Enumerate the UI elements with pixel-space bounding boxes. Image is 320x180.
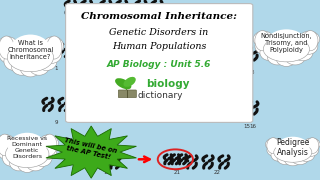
Ellipse shape <box>303 138 320 151</box>
Ellipse shape <box>292 152 308 165</box>
FancyBboxPatch shape <box>66 4 253 122</box>
Circle shape <box>114 161 116 163</box>
Circle shape <box>223 161 225 163</box>
Circle shape <box>191 161 193 163</box>
Circle shape <box>182 159 184 160</box>
Ellipse shape <box>271 149 288 161</box>
Ellipse shape <box>303 31 318 51</box>
Text: Pedigree
Analysis: Pedigree Analysis <box>276 138 309 157</box>
Ellipse shape <box>7 43 53 72</box>
Ellipse shape <box>18 155 37 172</box>
Ellipse shape <box>9 154 29 171</box>
Ellipse shape <box>11 57 32 75</box>
Text: 15: 15 <box>243 123 250 129</box>
Text: What is
Chromosomal
Inheritance?: What is Chromosomal Inheritance? <box>7 40 53 60</box>
Ellipse shape <box>297 39 318 55</box>
Circle shape <box>120 6 123 8</box>
Ellipse shape <box>285 49 306 65</box>
Polygon shape <box>46 126 136 178</box>
Text: AP Biology : Unit 5.6: AP Biology : Unit 5.6 <box>107 60 211 69</box>
Circle shape <box>85 6 88 8</box>
Circle shape <box>140 6 142 8</box>
Text: Recessive vs
Dominant
Genetic
Disorders: Recessive vs Dominant Genetic Disorders <box>7 136 47 159</box>
Ellipse shape <box>0 36 14 59</box>
Ellipse shape <box>39 135 59 152</box>
Ellipse shape <box>274 142 312 162</box>
Ellipse shape <box>0 135 15 152</box>
Ellipse shape <box>266 29 307 57</box>
Ellipse shape <box>302 144 319 157</box>
Text: dictionary: dictionary <box>138 91 183 100</box>
Ellipse shape <box>267 138 279 154</box>
Text: 8: 8 <box>251 69 254 75</box>
Ellipse shape <box>36 52 57 71</box>
Ellipse shape <box>255 39 276 55</box>
Ellipse shape <box>255 31 270 51</box>
Ellipse shape <box>43 134 57 156</box>
Circle shape <box>63 50 65 51</box>
Ellipse shape <box>37 143 57 160</box>
Text: 9: 9 <box>54 120 58 125</box>
Circle shape <box>167 159 169 160</box>
Ellipse shape <box>266 138 283 151</box>
Circle shape <box>69 6 72 8</box>
Ellipse shape <box>2 149 22 166</box>
Circle shape <box>63 104 65 105</box>
Text: 22: 22 <box>214 170 221 175</box>
Ellipse shape <box>299 31 320 47</box>
Ellipse shape <box>43 37 64 55</box>
Ellipse shape <box>124 77 136 87</box>
FancyBboxPatch shape <box>118 90 136 98</box>
Text: This will be on
the AP Test!: This will be on the AP Test! <box>62 138 117 161</box>
Ellipse shape <box>292 45 313 61</box>
Ellipse shape <box>5 141 49 168</box>
Ellipse shape <box>306 138 319 154</box>
Text: Chromosomal Inheritance:: Chromosomal Inheritance: <box>81 12 237 21</box>
Ellipse shape <box>267 49 288 65</box>
Circle shape <box>156 6 158 8</box>
Ellipse shape <box>41 45 62 63</box>
Circle shape <box>252 53 254 55</box>
Circle shape <box>207 161 209 163</box>
Ellipse shape <box>0 37 18 55</box>
Text: 16: 16 <box>249 123 256 129</box>
Ellipse shape <box>115 78 131 89</box>
Circle shape <box>104 6 107 8</box>
Circle shape <box>252 107 254 109</box>
Ellipse shape <box>276 50 297 66</box>
Ellipse shape <box>4 52 25 71</box>
Text: Human Populations: Human Populations <box>112 42 206 51</box>
Ellipse shape <box>26 154 45 171</box>
Circle shape <box>47 104 49 105</box>
Ellipse shape <box>0 134 12 156</box>
Ellipse shape <box>0 143 17 160</box>
Text: 21: 21 <box>174 170 181 175</box>
Ellipse shape <box>47 36 62 59</box>
Ellipse shape <box>277 152 294 165</box>
Circle shape <box>237 107 240 109</box>
Circle shape <box>47 50 49 51</box>
Ellipse shape <box>260 45 281 61</box>
Circle shape <box>174 159 176 160</box>
Text: Genetic Disorders in: Genetic Disorders in <box>109 28 209 37</box>
Text: 7: 7 <box>245 69 248 75</box>
Text: biology: biology <box>147 79 190 89</box>
Text: 18: 18 <box>104 170 111 175</box>
Ellipse shape <box>20 58 41 77</box>
Ellipse shape <box>284 153 301 166</box>
Text: Nondisjunction,
Trisomy, and
Polyploidy: Nondisjunction, Trisomy, and Polyploidy <box>260 33 312 53</box>
Ellipse shape <box>8 133 46 163</box>
Ellipse shape <box>276 137 310 159</box>
Ellipse shape <box>33 149 52 166</box>
Ellipse shape <box>10 35 51 66</box>
Ellipse shape <box>253 31 274 47</box>
Ellipse shape <box>0 45 20 63</box>
Circle shape <box>237 53 240 55</box>
Ellipse shape <box>298 149 315 161</box>
Ellipse shape <box>267 144 284 157</box>
Ellipse shape <box>263 37 309 62</box>
Text: 1: 1 <box>54 66 58 71</box>
Circle shape <box>98 161 100 163</box>
Ellipse shape <box>29 57 50 75</box>
